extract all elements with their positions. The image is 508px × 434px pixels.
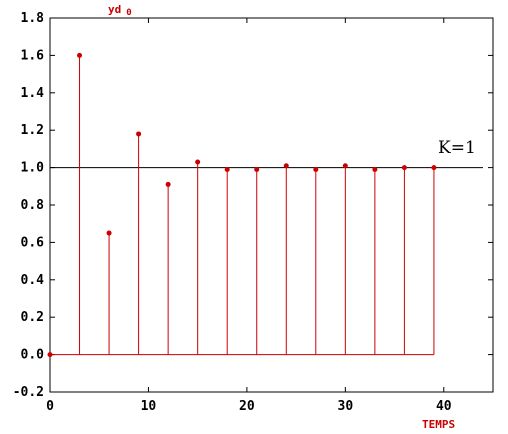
stem-point xyxy=(372,166,378,172)
stem-point xyxy=(313,166,319,172)
x-tick-label: 10 xyxy=(141,399,157,414)
y-tick-label: 1.4 xyxy=(21,86,45,101)
stem-point xyxy=(165,181,171,187)
y-tick-label: 1.2 xyxy=(21,123,44,138)
y-tick-label: 0.6 xyxy=(21,235,45,250)
y-tick-label: -0.2 xyxy=(13,385,44,400)
stem-point xyxy=(401,165,407,171)
stem-point xyxy=(254,166,260,172)
stem-point xyxy=(224,166,230,172)
plot-frame xyxy=(49,17,494,393)
reference-line-label: K=1 xyxy=(438,138,476,158)
x-tick-label: 40 xyxy=(436,399,452,414)
x-axis-label: TEMPS xyxy=(422,418,455,431)
stem-point xyxy=(431,165,437,171)
stem-point xyxy=(106,230,112,236)
x-tick-label: 20 xyxy=(239,399,255,414)
y-tick-label: 1.6 xyxy=(21,48,45,63)
y-tick-label: 0.2 xyxy=(21,310,44,325)
y-tick-label: 0.0 xyxy=(21,348,45,363)
stem-point xyxy=(47,352,53,358)
stem-point xyxy=(342,163,348,169)
y-tick-label: 1.0 xyxy=(21,161,45,176)
stem-point xyxy=(283,163,289,169)
y-tick-label: 0.8 xyxy=(21,198,45,213)
stem-point xyxy=(136,131,142,137)
x-tick-label: 30 xyxy=(338,399,354,414)
y-tick-label: 1.8 xyxy=(21,11,45,26)
stem-point xyxy=(77,52,83,58)
x-tick-label: 0 xyxy=(46,399,54,414)
stem-point xyxy=(195,159,201,165)
y-axis-label: yd 0 xyxy=(108,3,132,18)
y-tick-label: 0.4 xyxy=(21,273,45,288)
